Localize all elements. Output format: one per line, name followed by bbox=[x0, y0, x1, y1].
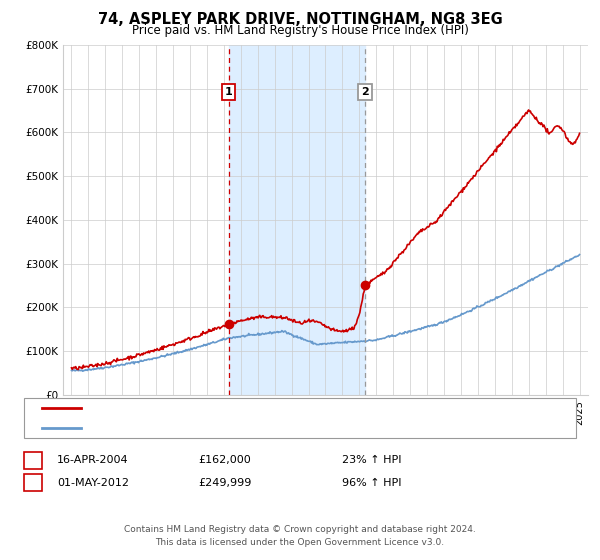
Text: £249,999: £249,999 bbox=[198, 478, 251, 488]
Text: 2: 2 bbox=[29, 478, 37, 488]
Text: 01-MAY-2012: 01-MAY-2012 bbox=[57, 478, 129, 488]
Text: Price paid vs. HM Land Registry's House Price Index (HPI): Price paid vs. HM Land Registry's House … bbox=[131, 24, 469, 36]
Text: £162,000: £162,000 bbox=[198, 455, 251, 465]
Text: 96% ↑ HPI: 96% ↑ HPI bbox=[342, 478, 401, 488]
Text: 74, ASPLEY PARK DRIVE, NOTTINGHAM, NG8 3EG (detached house): 74, ASPLEY PARK DRIVE, NOTTINGHAM, NG8 3… bbox=[87, 403, 436, 413]
Text: 1: 1 bbox=[225, 87, 233, 97]
Text: This data is licensed under the Open Government Licence v3.0.: This data is licensed under the Open Gov… bbox=[155, 538, 445, 547]
Text: 16-APR-2004: 16-APR-2004 bbox=[57, 455, 128, 465]
Bar bbox=[229, 45, 365, 395]
Text: 1: 1 bbox=[29, 455, 37, 465]
Text: 74, ASPLEY PARK DRIVE, NOTTINGHAM, NG8 3EG: 74, ASPLEY PARK DRIVE, NOTTINGHAM, NG8 3… bbox=[98, 12, 502, 27]
Text: 23% ↑ HPI: 23% ↑ HPI bbox=[342, 455, 401, 465]
Text: 2: 2 bbox=[361, 87, 369, 97]
Text: Contains HM Land Registry data © Crown copyright and database right 2024.: Contains HM Land Registry data © Crown c… bbox=[124, 525, 476, 534]
Text: HPI: Average price, detached house, City of Nottingham: HPI: Average price, detached house, City… bbox=[87, 423, 379, 433]
